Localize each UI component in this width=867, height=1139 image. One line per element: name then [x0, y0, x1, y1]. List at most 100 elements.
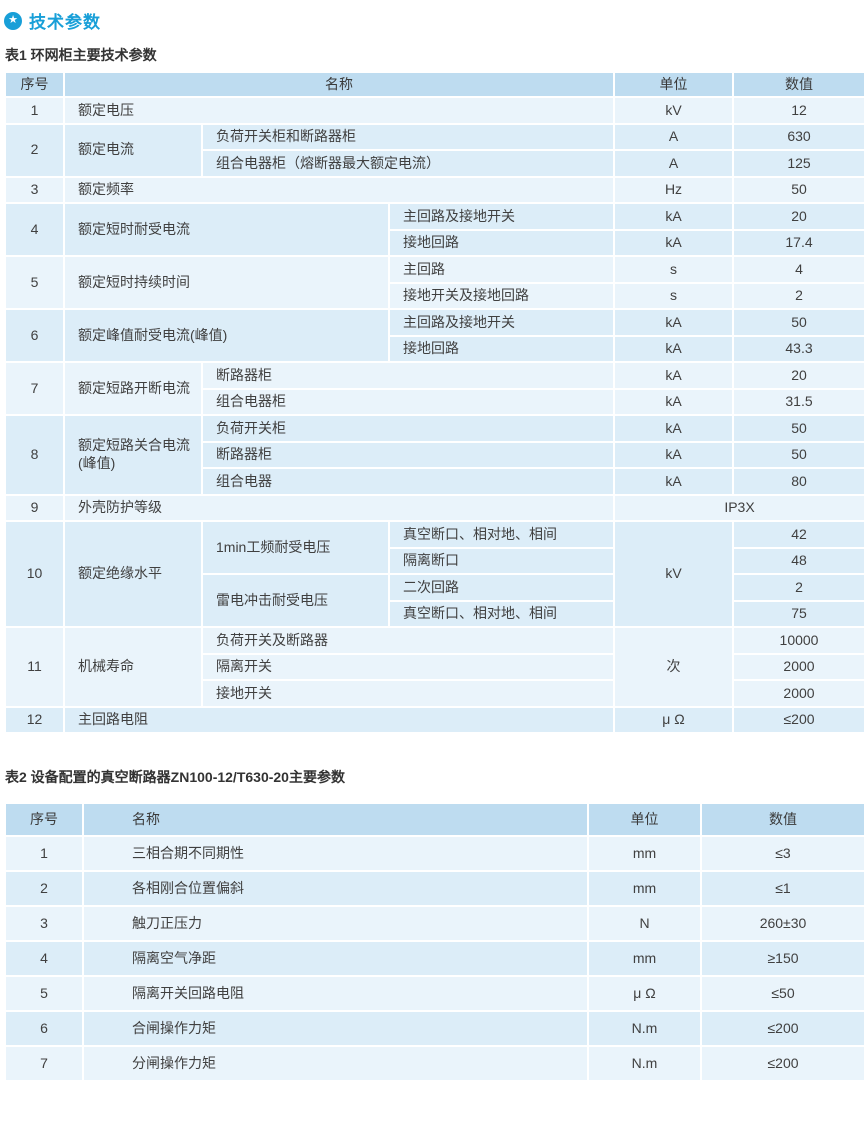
subname-cell: 主回路及接地开关: [388, 202, 615, 231]
value-cell: 2: [732, 573, 866, 602]
unit-cell: A: [613, 149, 734, 178]
table-row: 隔离断口 48: [5, 546, 866, 575]
subname-cell: 组合电器柜: [201, 387, 615, 416]
unit-cell: μ Ω: [587, 975, 702, 1012]
table-row: 6 合闸操作力矩 N.m ≤200: [4, 1010, 866, 1047]
table-row: 断路器柜 kA 50: [5, 440, 866, 469]
value-cell: 260±30: [700, 905, 866, 942]
name-cell: 外壳防护等级: [63, 493, 615, 522]
name-cell: 隔离空气净距: [82, 940, 589, 977]
seq-cell: 7: [4, 361, 65, 416]
seq-cell: 2: [4, 122, 65, 178]
unit-cell: kA: [613, 334, 734, 363]
table-row: 1 三相合期不同期性 mm ≤3: [4, 835, 866, 872]
subname-cell: 真空断口、相对地、相间: [388, 599, 615, 628]
value-cell: 12: [732, 96, 866, 125]
subname-cell: 断路器柜: [201, 361, 615, 390]
value-cell: 10000: [732, 626, 866, 655]
value-cell: ≤200: [700, 1010, 866, 1047]
header-unit: 单位: [613, 71, 734, 98]
value-cell: 2000: [732, 652, 866, 681]
header-name: 名称: [63, 71, 615, 98]
seq-cell: 12: [4, 705, 65, 734]
seq-cell: 6: [4, 308, 65, 363]
subname-cell: 隔离断口: [388, 546, 615, 575]
table-row: 2 额定电流 负荷开关柜和断路器柜 A 630: [4, 122, 866, 178]
table-row: 4 额定短时耐受电流 主回路及接地开关 kA 20: [4, 202, 866, 257]
subname-cell: 接地开关及接地回路: [388, 281, 615, 310]
unit-cell: N.m: [587, 1045, 702, 1082]
name-cell: 隔离开关回路电阻: [82, 975, 589, 1012]
subname-cell: 负荷开关柜和断路器柜: [201, 122, 615, 151]
table-row: 3 触刀正压力 N 260±30: [4, 905, 866, 942]
subname-cell: 接地开关: [201, 679, 615, 708]
unit-cell: kA: [613, 387, 734, 416]
value-cell: IP3X: [613, 493, 866, 522]
value-cell: 20: [732, 361, 866, 390]
header-value: 数值: [732, 71, 866, 98]
unit-cell: kA: [613, 228, 734, 257]
table-row: 3 额定频率 Hz 50: [4, 175, 866, 204]
name-cell: 额定峰值耐受电流(峰值): [63, 308, 390, 363]
value-cell: 2: [732, 281, 866, 310]
table2-caption: 表2 设备配置的真空断路器ZN100-12/T630-20主要参数: [5, 769, 345, 785]
seq-cell: 3: [4, 175, 65, 204]
page-title: 技术参数: [29, 13, 101, 32]
unit-cell: s: [613, 255, 734, 284]
unit-cell: μ Ω: [613, 705, 734, 734]
value-cell: ≤200: [732, 705, 866, 734]
header-seq: 序号: [4, 802, 84, 837]
unit-cell: 次: [613, 626, 734, 708]
value-cell: 50: [732, 175, 866, 204]
table-row: 7 额定短路开断电流 断路器柜 kA 20: [4, 361, 866, 416]
value-cell: 50: [732, 440, 866, 469]
value-cell: ≤200: [700, 1045, 866, 1082]
unit-cell: mm: [587, 835, 702, 872]
table-row: 8 额定短路关合电流(峰值) 负荷开关柜 kA 50: [4, 414, 866, 496]
value-cell: 17.4: [732, 228, 866, 257]
seq-cell: 10: [4, 520, 65, 628]
value-cell: 50: [732, 414, 866, 443]
name-cell: 额定短时持续时间: [63, 255, 390, 310]
table-row: 12 主回路电阻 μ Ω ≤200: [4, 705, 866, 734]
value-cell: 630: [732, 122, 866, 151]
seq-cell: 8: [4, 414, 65, 496]
section-header: ★ 技术参数: [4, 8, 864, 33]
subname-cell: 断路器柜: [201, 440, 615, 469]
subname-cell: 主回路及接地开关: [388, 308, 615, 337]
unit-cell: kA: [613, 202, 734, 231]
table1-caption: 表1 环网柜主要技术参数: [5, 47, 157, 63]
table-row: 10 额定绝缘水平 1min工频耐受电压 真空断口、相对地、相间 kV 42: [4, 520, 866, 628]
value-cell: ≤1: [700, 870, 866, 907]
value-cell: 125: [732, 149, 866, 178]
name-cell: 各相刚合位置偏斜: [82, 870, 589, 907]
seq-cell: 2: [4, 870, 84, 907]
header-value: 数值: [700, 802, 866, 837]
value-cell: ≥150: [700, 940, 866, 977]
subname-cell: 负荷开关及断路器: [201, 626, 615, 655]
name-cell: 额定短路关合电流(峰值): [63, 414, 203, 496]
table1-header-row: 序号 名称 单位 数值: [4, 71, 866, 98]
table-row: 5 额定短时持续时间 主回路 s 4: [4, 255, 866, 310]
name-cell: 触刀正压力: [82, 905, 589, 942]
table1: 序号 名称 单位 数值 1 额定电压 kV 12 2 额定电流 负荷开关柜和断路…: [4, 71, 866, 734]
header-unit: 单位: [587, 802, 702, 837]
subname-cell: 接地回路: [388, 228, 615, 257]
seq-cell: 5: [4, 255, 65, 310]
table-row: 组合电器柜（熔断器最大额定电流） A 125: [5, 149, 866, 178]
value-cell: 31.5: [732, 387, 866, 416]
unit-cell: kA: [613, 440, 734, 469]
name-cell: 额定绝缘水平: [63, 520, 203, 628]
unit-cell: kA: [613, 361, 734, 390]
unit-cell: s: [613, 281, 734, 310]
seq-cell: 9: [4, 493, 65, 522]
value-cell: 50: [732, 308, 866, 337]
unit-cell: mm: [587, 870, 702, 907]
value-cell: 42: [732, 520, 866, 549]
unit-cell: A: [613, 122, 734, 151]
subname-cell: 接地回路: [388, 334, 615, 363]
seq-cell: 5: [4, 975, 84, 1012]
subname-cell: 雷电冲击耐受电压: [201, 573, 390, 628]
table-row: 接地回路 kA 43.3: [5, 334, 866, 363]
